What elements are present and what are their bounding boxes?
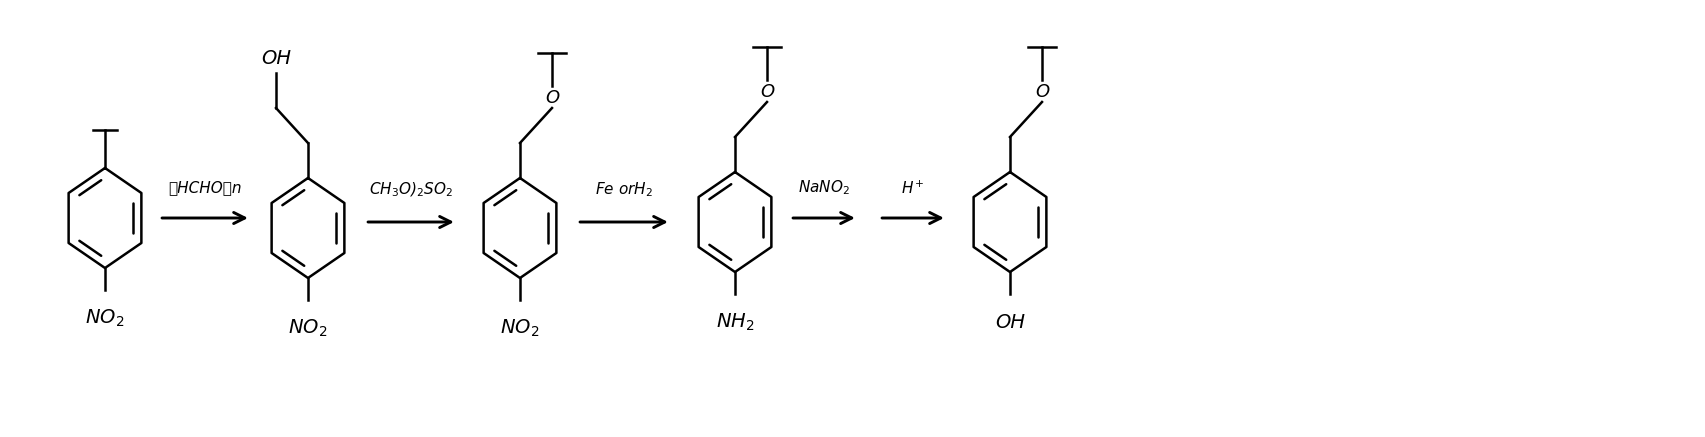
Text: O: O <box>544 89 559 107</box>
Text: OH: OH <box>994 312 1025 332</box>
Text: CH$_3$O)$_2$SO$_2$: CH$_3$O)$_2$SO$_2$ <box>368 181 454 199</box>
Text: Fe orH$_2$: Fe orH$_2$ <box>595 180 653 199</box>
Text: （HCHO）n: （HCHO）n <box>169 180 242 195</box>
Text: NO$_2$: NO$_2$ <box>500 317 539 339</box>
Text: H$^+$: H$^+$ <box>900 179 924 197</box>
Text: NH$_2$: NH$_2$ <box>714 311 754 333</box>
Text: O: O <box>1035 83 1049 101</box>
Text: OH: OH <box>261 49 292 67</box>
Text: NO$_2$: NO$_2$ <box>288 317 327 339</box>
Text: NaNO$_2$: NaNO$_2$ <box>798 179 849 198</box>
Text: O: O <box>759 83 774 101</box>
Text: NO$_2$: NO$_2$ <box>85 307 124 329</box>
